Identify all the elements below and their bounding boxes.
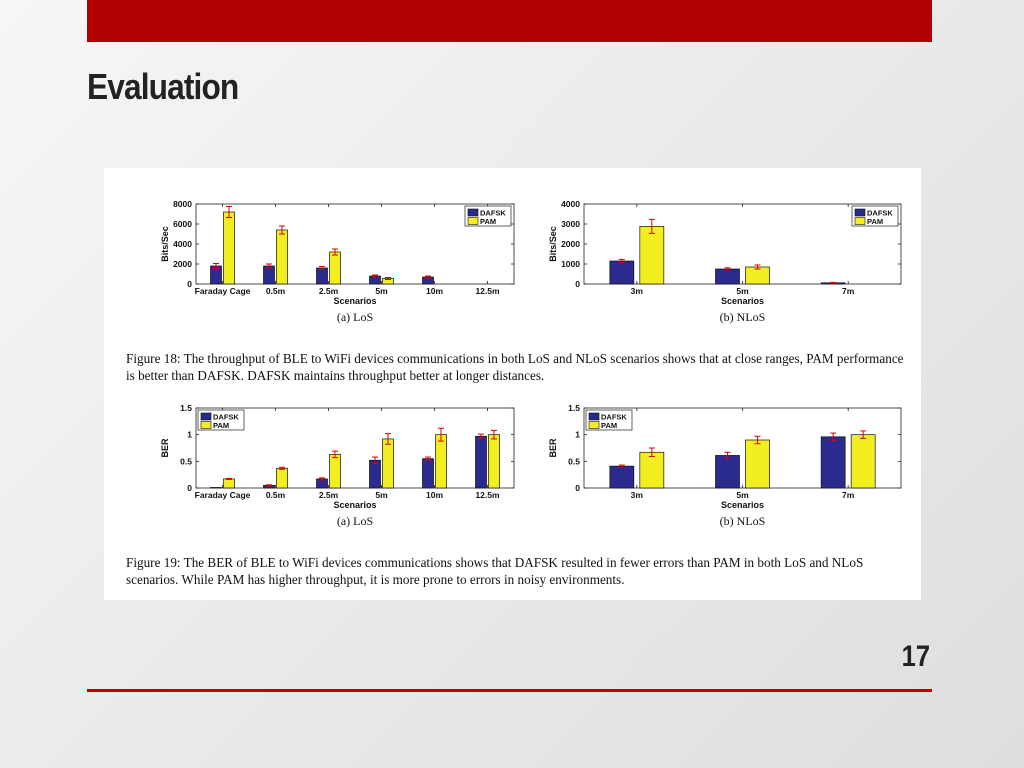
y-tick-label: 2000 — [173, 259, 192, 269]
figure-panel: 0 2000 4000 6000 8000 Faraday Cage 0.5m 2.5m 5m 1… — [104, 168, 921, 600]
y-tick-label: 4000 — [561, 199, 580, 209]
y-tick-label: 1.5 — [568, 403, 580, 413]
x-tick-label: 3m — [631, 490, 644, 500]
legend-swatch-dafsk — [854, 208, 866, 217]
subfigure-caption: (b) NLoS — [720, 514, 766, 528]
figure-19-caption: Figure 19: The BER of BLE to WiFi device… — [126, 555, 864, 587]
bar-pam-0.5m — [276, 467, 288, 489]
y-tick-label: 0 — [187, 483, 192, 493]
y-tick-label: 1 — [187, 430, 192, 440]
x-axis-label: Scenarios — [721, 500, 764, 510]
x-axis-label: Scenarios — [721, 296, 764, 306]
x-tick-label: 2.5m — [319, 286, 339, 296]
bar-dafsk-2.5m — [316, 267, 328, 285]
x-tick-label: 5m — [736, 286, 749, 296]
subfigure-caption: (a) LoS — [337, 310, 373, 324]
legend-label-pam: PAM — [480, 217, 496, 226]
y-axis-label: BER — [548, 438, 558, 458]
y-tick-label: 0 — [575, 279, 580, 289]
bar-dafsk-12.5m — [475, 435, 487, 489]
x-axis-label: Scenarios — [333, 296, 376, 306]
bar-pam-2.5m — [329, 454, 341, 489]
bar-pam-5m — [745, 266, 770, 285]
bar-dafsk-0.5m — [263, 265, 275, 285]
x-tick-label: 5m — [736, 490, 749, 500]
x-tick-label: 12.5m — [475, 286, 500, 296]
subfigure-caption: (a) LoS — [337, 514, 373, 528]
y-tick-label: 2000 — [561, 239, 580, 249]
x-tick-label: 3m — [631, 286, 644, 296]
legend-swatch-dafsk — [467, 208, 479, 217]
x-tick-label: 10m — [426, 490, 443, 500]
y-axis-label: Bits/Sec — [160, 226, 170, 262]
slide-title: Evaluation — [87, 66, 239, 107]
legend-swatch-pam — [588, 421, 600, 429]
y-axis-label: Bits/Sec — [548, 226, 558, 262]
x-tick-label: Faraday Cage — [195, 490, 251, 500]
bar-dafsk-5m — [715, 455, 740, 489]
x-tick-label: 7m — [842, 490, 855, 500]
y-tick-label: 1.5 — [180, 403, 192, 413]
bar-dafsk-3m — [609, 465, 635, 489]
legend-swatch-pam — [854, 217, 866, 225]
y-tick-label: 1000 — [561, 259, 580, 269]
bar-dafsk-7m — [820, 436, 846, 489]
x-tick-label: 2.5m — [319, 490, 339, 500]
bar-dafsk-5m — [369, 459, 381, 489]
x-tick-label: 5m — [375, 286, 388, 296]
bar-pam-7m — [850, 434, 876, 489]
x-tick-label: 12.5m — [475, 490, 500, 500]
x-axis-label: Scenarios — [333, 500, 376, 510]
x-tick-label: 7m — [842, 286, 855, 296]
bar-pam-10m — [435, 434, 447, 489]
legend-label-pam: PAM — [601, 421, 617, 430]
bar-pam-3m — [639, 226, 665, 285]
bar-dafsk-5m — [715, 268, 740, 285]
y-tick-label: 6000 — [173, 219, 192, 229]
legend-label-pam: PAM — [213, 421, 229, 430]
y-tick-label: 1 — [575, 430, 580, 440]
bar-pam-faraday-cage — [223, 478, 235, 489]
legend-label-dafsk: DAFSK — [480, 209, 506, 218]
bar-pam-2.5m — [329, 251, 341, 285]
top-accent-bar — [87, 0, 932, 42]
legend-swatch-pam — [467, 217, 479, 225]
bar-pam-5m — [745, 439, 770, 489]
bottom-accent-line — [87, 689, 932, 692]
x-tick-label: 10m — [426, 286, 443, 296]
legend-label-dafsk: DAFSK — [213, 413, 239, 422]
figure-18-caption: Figure 18: The throughput of BLE to WiFi… — [126, 351, 904, 383]
bar-dafsk-3m — [609, 260, 635, 285]
figure-charts: 0 2000 4000 6000 8000 Faraday Cage 0.5m 2.5m 5m 1… — [160, 199, 902, 528]
y-tick-label: 0 — [187, 279, 192, 289]
y-tick-label: 4000 — [173, 239, 192, 249]
x-tick-label: 5m — [375, 490, 388, 500]
legend-label-dafsk: DAFSK — [867, 209, 893, 218]
bar-dafsk-faraday-cage — [210, 487, 222, 489]
y-tick-label: 3000 — [561, 219, 580, 229]
legend-label-pam: PAM — [867, 217, 883, 226]
y-tick-label: 0 — [575, 483, 580, 493]
page-number: 17 — [901, 640, 930, 673]
y-tick-label: 0.5 — [568, 456, 580, 466]
bar-pam-3m — [639, 451, 665, 489]
legend-swatch-dafsk — [588, 412, 600, 421]
bar-pam-5m — [382, 438, 394, 489]
plot-area-2 — [195, 407, 515, 489]
y-tick-label: 0.5 — [180, 456, 192, 466]
legend-label-dafsk: DAFSK — [601, 413, 627, 422]
bar-pam-12.5m — [488, 434, 500, 489]
subfigure-caption: (b) NLoS — [720, 310, 766, 324]
bar-pam-0.5m — [276, 229, 288, 285]
x-tick-label: 0.5m — [266, 490, 286, 500]
legend-swatch-pam — [200, 421, 212, 429]
bar-dafsk-10m — [422, 458, 434, 489]
x-tick-label: Faraday Cage — [195, 286, 251, 296]
x-tick-label: 0.5m — [266, 286, 286, 296]
y-tick-label: 8000 — [173, 199, 192, 209]
bar-pam-faraday-cage — [223, 211, 235, 285]
legend-swatch-dafsk — [200, 412, 212, 421]
y-axis-label: BER — [160, 438, 170, 458]
